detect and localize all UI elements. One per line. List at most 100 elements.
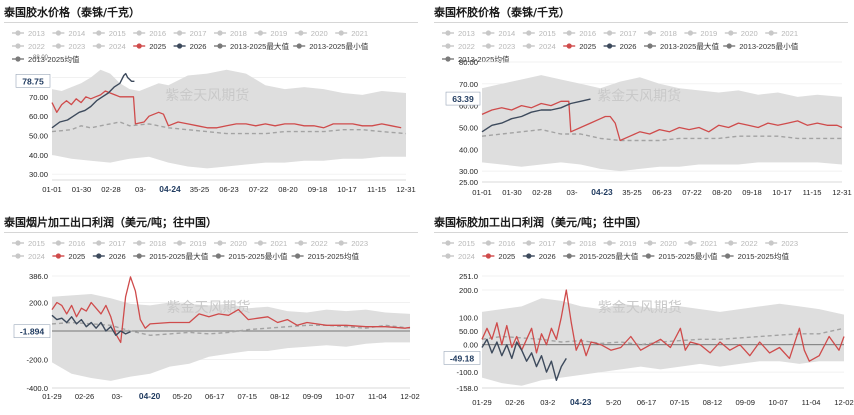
legend-label: 2013 — [28, 29, 45, 38]
x-tick-label: 35-25 — [190, 185, 209, 194]
legend-swatch-marker — [257, 240, 263, 246]
legend-label: 2022 — [28, 42, 45, 51]
x-tick-label-current: 04-23 — [591, 187, 613, 197]
x-tick-label: 12-31 — [396, 185, 415, 194]
y-tick-label: 386.0 — [29, 272, 48, 281]
legend: 2015 2016 2017 2018 2019 2020 2021 2022 2023 2024… — [442, 239, 798, 261]
x-tick-label: 01-01 — [472, 188, 491, 197]
legend-label: 2015-2025最小值 — [228, 251, 288, 261]
title-divider — [434, 22, 848, 23]
y-tick-label: 0.00 — [463, 341, 478, 350]
legend-swatch-marker — [15, 43, 21, 49]
chart-panel-cup-price: 泰国杯胶价格（泰铢/千克） 2013 2014 2015 2016 2017 2018 20… — [430, 0, 854, 205]
current-value-label: 63.39 — [452, 94, 474, 104]
legend-swatch-marker — [566, 43, 572, 49]
x-tick-label: 08-20 — [278, 185, 297, 194]
x-tick-label: 05-20 — [172, 392, 191, 401]
legend-swatch-marker — [607, 43, 613, 49]
legend-label: 2014 — [498, 29, 515, 38]
current-value-box — [13, 324, 51, 339]
legend-label: 2026 — [539, 252, 556, 261]
x-axis: 01-29 02-26 03- 04-20 05-20 06-17 07-15 08-12 09… — [42, 387, 420, 401]
legend-label: 2016 — [579, 29, 596, 38]
legend-swatch-marker — [768, 30, 774, 36]
current-value-box — [443, 351, 481, 365]
y-tick-label: 251.0 — [459, 272, 478, 281]
y-tick-label: 40.00 — [29, 151, 48, 160]
legend-swatch-marker — [445, 56, 451, 62]
legend-swatch-marker — [55, 253, 62, 259]
x-tick-label: 03- — [135, 185, 146, 194]
x-tick-label: 01-29 — [472, 398, 491, 407]
x-tick-label: 06-23 — [652, 188, 671, 197]
legend-label: 2023 — [351, 239, 368, 248]
x-tick-label: 03- — [112, 392, 123, 401]
current-value-tag: 63.39 — [445, 91, 481, 106]
legend-label: 2015 — [539, 29, 556, 38]
max-min-band — [52, 294, 410, 381]
max-min-band — [52, 69, 406, 169]
y-tick-label-partial: 88.00 — [33, 55, 49, 61]
series-average-line — [481, 128, 842, 142]
series-2025-line — [481, 100, 843, 142]
y-tick-label: 200.0 — [459, 286, 478, 295]
series-average-line — [51, 321, 411, 336]
legend-swatch-marker — [445, 240, 451, 246]
legend-label: 2025 — [579, 42, 596, 51]
current-value-label: -49.18 — [450, 353, 475, 363]
legend-swatch-marker — [96, 253, 102, 259]
watermark: 紫金天风期货 — [167, 299, 251, 315]
y-tick-label: 40.00 — [459, 145, 478, 154]
legend: 2015 2016 2017 2018 2019 2020 2021 2022 2023 2024… — [12, 239, 368, 261]
legend-label: 2025 — [68, 252, 85, 261]
legend-swatch-marker — [768, 240, 774, 246]
legend-swatch-marker — [15, 253, 21, 259]
legend-label: 2020 — [660, 239, 677, 248]
series-2025-line — [51, 276, 411, 344]
chart-panel-standard-rubber-margin: 泰国标胶加工出口利润（美元/吨；往中国） 2015 2016 2017 2018 201… — [430, 210, 854, 415]
x-tick-label: 06-17 — [205, 392, 224, 401]
x-tick-label: 07-22 — [682, 188, 701, 197]
legend-label: 2019 — [190, 239, 207, 248]
y-tick-label: 80.00 — [459, 58, 478, 67]
x-tick-label: 10-17 — [337, 185, 356, 194]
legend-swatch-marker — [607, 240, 613, 246]
x-axis: 01-01 01-30 02-28 03- 04-24 35-25 06-23 07-22 08… — [42, 179, 416, 194]
x-tick-label: 09-18 — [742, 188, 761, 197]
legend-label: 2015 — [109, 29, 126, 38]
legend-label: 2016 — [68, 239, 85, 248]
legend-swatch-marker — [485, 43, 491, 49]
x-tick-label: 02-26 — [75, 392, 94, 401]
legend-swatch-marker — [136, 253, 142, 259]
legend-swatch-marker — [136, 240, 142, 246]
current-value-label: -1.894 — [20, 327, 45, 337]
legend-label: 2013-2025最大值 — [660, 41, 720, 51]
legend-label: 2017 — [539, 239, 556, 248]
legend-label: 2015-2025最大值 — [149, 251, 209, 261]
legend-swatch-marker — [15, 240, 21, 246]
x-tick-label: 02-28 — [101, 185, 120, 194]
legend-label: 2013-2025最小值 — [739, 41, 799, 51]
legend-swatch-marker — [566, 240, 572, 246]
legend-swatch-marker — [687, 30, 693, 36]
y-tick-label: 200.0 — [29, 299, 48, 308]
series-2025-line — [51, 90, 402, 129]
x-tick-label: 01-30 — [72, 185, 91, 194]
legend-swatch-marker — [96, 43, 102, 49]
legend-label: 2022 — [741, 239, 758, 248]
legend-swatch-marker — [96, 240, 102, 246]
legend-swatch-marker — [526, 43, 532, 49]
legend-swatch-marker — [485, 30, 491, 36]
x-tick-label: 03-2 — [540, 398, 555, 407]
current-value-label: 78.75 — [22, 76, 44, 86]
x-tick-label-current: 04-20 — [139, 391, 161, 401]
legend-swatch-marker — [257, 30, 263, 36]
y-tick-label: -400.0 — [26, 384, 48, 393]
x-tick-label: 11-04 — [368, 392, 387, 401]
x-axis: 01-29 02-26 03-2 04-23 5-20 06-17 07-15 08-12 09… — [472, 387, 854, 407]
watermark: 紫金天风期货 — [165, 87, 249, 103]
legend-label: 2026 — [620, 42, 637, 51]
legend-swatch-marker — [136, 30, 142, 36]
legend-label: 2018 — [660, 29, 677, 38]
chart-panel-latex-price: 泰国胶水价格（泰铢/千克） 2013 2014 2015 2016 2017 2018 20… — [0, 0, 424, 205]
